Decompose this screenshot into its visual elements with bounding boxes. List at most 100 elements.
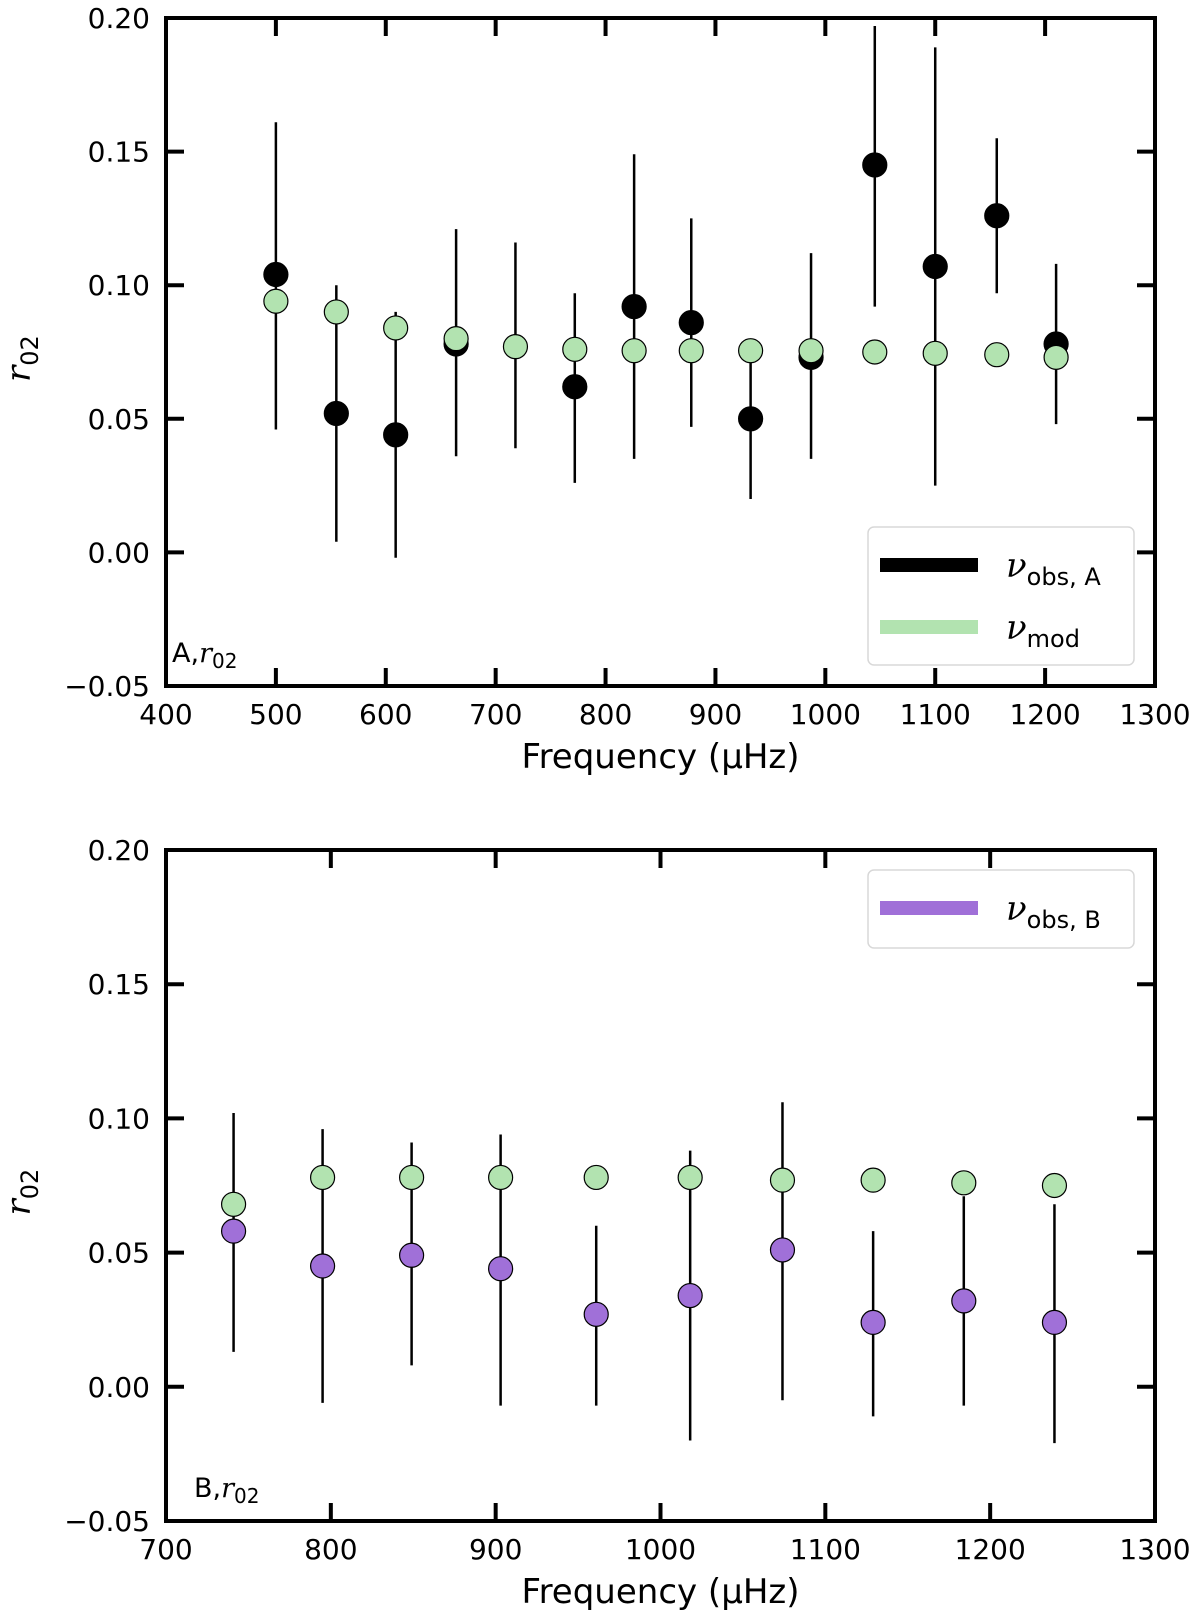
data-point <box>677 1282 703 1309</box>
data-point <box>309 1164 336 1191</box>
data-point <box>677 1164 703 1191</box>
legend-subscript: obs, B <box>1027 906 1101 934</box>
panel-tag-letter: A, <box>172 638 199 669</box>
data-point <box>922 340 948 366</box>
y-axis-label: r02 <box>0 335 44 382</box>
data-point <box>263 288 289 314</box>
y-tick-label: −0.05 <box>64 1505 150 1538</box>
data-point <box>502 334 529 360</box>
data-point <box>984 342 1010 368</box>
panel-tag-sub: 02 <box>212 649 237 673</box>
x-tick-label: 400 <box>139 698 192 731</box>
data-point <box>383 315 409 341</box>
data-point <box>263 261 289 288</box>
data-point <box>583 1164 609 1191</box>
panel-b: 700 800 900 1000 1100 1200 1300 −0.05 0.00 0.05 0.… <box>0 834 1191 1612</box>
y-tick-label: 0.10 <box>88 269 150 302</box>
y-tick-label: 0.15 <box>88 136 150 169</box>
legend-box <box>867 869 1135 949</box>
data-point <box>1041 1309 1068 1335</box>
data-point <box>860 1167 886 1193</box>
data-point <box>583 1301 609 1327</box>
y-tick-label: 0.15 <box>88 968 150 1001</box>
data-point <box>951 1170 977 1196</box>
data-point <box>621 293 647 320</box>
data-point <box>769 1167 796 1193</box>
y-axis-label-sub: 02 <box>16 335 44 366</box>
series-model <box>220 1164 1068 1217</box>
legend-label: νobs, A <box>1006 546 1101 591</box>
panel-tag: B,r02 <box>194 1473 259 1508</box>
y-tick-label: −0.05 <box>64 670 150 703</box>
plot-frame <box>164 16 1157 688</box>
data-point <box>922 253 948 280</box>
x-tick-label: 1200 <box>955 1533 1026 1566</box>
data-point <box>860 1309 886 1335</box>
x-tick-label: 600 <box>359 698 412 731</box>
series-model <box>263 288 1069 370</box>
y-tick-label: 0.05 <box>88 1237 150 1270</box>
data-point <box>738 338 764 364</box>
legend: νobs, A νmod <box>867 526 1135 666</box>
data-point <box>383 422 409 448</box>
x-tick-label: 500 <box>249 698 302 731</box>
data-point <box>1041 1172 1068 1199</box>
data-point <box>399 1242 425 1268</box>
x-tick-label: 800 <box>579 698 632 731</box>
legend-label: νmod <box>1006 608 1080 653</box>
x-tick-label: 1300 <box>1119 1533 1190 1566</box>
data-point <box>951 1288 977 1314</box>
legend-label: νobs, B <box>1006 889 1101 934</box>
legend-subscript: obs, A <box>1027 563 1102 591</box>
panel-tag-var: r <box>199 638 214 669</box>
y-axis-label-var: r <box>0 364 39 382</box>
x-tick-label: 1000 <box>625 1533 696 1566</box>
panel-tag-sub: 02 <box>234 1484 259 1508</box>
y-tick-label: 0.00 <box>88 536 150 569</box>
x-tick-label: 800 <box>304 1533 357 1566</box>
x-tick-label: 1100 <box>900 698 971 731</box>
x-tick-label: 1300 <box>1119 698 1190 731</box>
data-point <box>220 1191 247 1217</box>
panel-tag: A,r02 <box>172 638 237 673</box>
x-tick-label: 700 <box>139 1533 192 1566</box>
series-observed <box>220 1218 1068 1335</box>
x-tick-label: 900 <box>469 1533 522 1566</box>
x-tick-label: 1100 <box>790 1533 861 1566</box>
data-point <box>862 339 888 365</box>
legend-symbol: ν <box>1006 546 1027 586</box>
data-point <box>443 326 469 352</box>
legend: νobs, B <box>867 869 1135 949</box>
legend-symbol: ν <box>1006 608 1027 648</box>
data-point <box>984 203 1010 229</box>
data-point <box>678 310 704 336</box>
data-point <box>309 1253 336 1279</box>
x-tick-label: 700 <box>469 698 522 731</box>
legend-symbol: ν <box>1006 889 1027 929</box>
data-point <box>488 1256 514 1282</box>
data-point <box>738 406 764 432</box>
legend-box <box>867 526 1135 666</box>
data-point <box>1043 344 1069 370</box>
x-axis-label: Frequency (μHz) <box>521 737 799 777</box>
y-axis-label-var: r <box>0 1198 39 1216</box>
y-axis-label-sub: 02 <box>16 1169 44 1200</box>
data-point <box>399 1164 425 1191</box>
y-tick-label: 0.00 <box>88 1371 150 1404</box>
data-point <box>562 336 588 362</box>
x-tick-label: 900 <box>689 698 742 731</box>
y-tick-label: 0.05 <box>88 403 150 436</box>
x-tick-label: 1000 <box>790 698 861 731</box>
data-point <box>488 1164 514 1191</box>
x-tick-label: 1200 <box>1009 698 1080 731</box>
panel-tag-letter: B, <box>194 1473 221 1504</box>
y-axis-label: r02 <box>0 1169 44 1216</box>
x-axis-label: Frequency (μHz) <box>521 1572 799 1612</box>
data-point <box>862 152 888 178</box>
y-tick-label: 0.20 <box>88 2 150 35</box>
data-point <box>562 374 588 400</box>
panel-a: 400 500 600 700 800 900 1000 1100 1200 1300 −0.05 0… <box>0 2 1191 777</box>
data-point <box>798 338 824 364</box>
y-tick-label: 0.20 <box>88 834 150 867</box>
